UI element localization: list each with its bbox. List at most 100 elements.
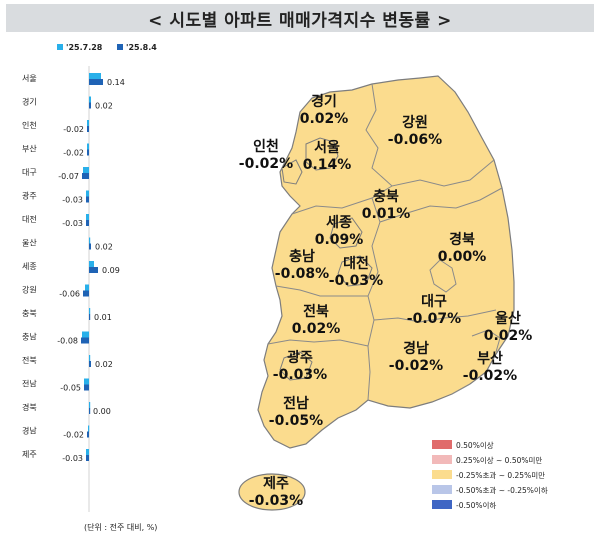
region-name-label: 인천 <box>253 138 279 155</box>
map-legend-swatch <box>432 455 452 464</box>
map-legend-label: 0.25%이상 ~ 0.50%미만 <box>456 455 542 465</box>
category-label: 울산 <box>22 238 37 248</box>
bar-value-label: 0.14 <box>107 78 125 87</box>
bar-curr <box>81 337 89 344</box>
map-labels: 경기0.02% 강원-0.06%인천-0.02%서울0.14%충북0.01%세종0… <box>239 93 532 509</box>
region-value-label: 0.01% <box>362 206 411 222</box>
bar-prev <box>86 449 89 455</box>
bar-value-label: -0.02 <box>63 431 84 440</box>
bar-prev <box>83 167 89 173</box>
map-legend-swatch <box>432 485 452 494</box>
bar-prev <box>89 355 91 361</box>
region-name-label: 전북 <box>303 303 329 320</box>
region-name-label: 세종 <box>326 215 352 231</box>
bar-prev <box>86 190 89 197</box>
bar-curr <box>87 149 89 156</box>
region-value-label: -0.02% <box>239 156 293 172</box>
region-name-label: 광주 <box>287 349 313 366</box>
region-name-label: 부산 <box>477 350 503 367</box>
region-value-label: 0.00% <box>438 249 487 265</box>
bar-value-label: -0.02 <box>63 125 84 134</box>
bar-value-label: 0.02 <box>95 102 113 111</box>
category-label: 전남 <box>22 379 37 389</box>
bar-prev <box>84 378 89 385</box>
bar-curr <box>89 267 98 273</box>
bar-curr <box>89 408 91 414</box>
daejeon-outline <box>337 255 373 287</box>
bar-value-label: -0.06 <box>59 290 80 299</box>
bar-value-label: 0.00 <box>93 407 111 416</box>
bar-value-label: 0.01 <box>94 313 112 322</box>
region-value-label: -0.06% <box>388 132 442 148</box>
seoul-outline <box>305 137 339 171</box>
category-label: 강원 <box>22 285 37 295</box>
map-legend-swatch <box>432 470 452 479</box>
region-name-label: 경남 <box>403 340 429 357</box>
bar-legend: '25.7.28 '25.8.4 <box>57 43 157 52</box>
bar-chart: 서울 0.14 경기 0.02 인천 -0.02 부산 -0.02 대구 -0.07 광주 -0.03… <box>22 66 125 512</box>
category-label: 인천 <box>22 120 37 130</box>
region-value-label: -0.07% <box>407 311 461 327</box>
bar-prev <box>89 96 91 103</box>
region-name-label: 충남 <box>289 248 315 265</box>
korea-map: 경기0.02% 강원-0.06%인천-0.02%서울0.14%충북0.01%세종0… <box>238 75 532 511</box>
category-label: 경남 <box>22 426 37 436</box>
bar-prev <box>87 120 89 126</box>
region-name-label: 충북 <box>373 189 399 205</box>
bar-value-label: -0.03 <box>62 454 83 463</box>
bar-value-label: 0.09 <box>102 266 120 275</box>
bar-prev <box>87 143 89 150</box>
category-label: 충북 <box>22 309 37 318</box>
bar-value-label: -0.03 <box>62 219 83 228</box>
category-label: 세종 <box>22 262 37 271</box>
bar-curr <box>87 431 89 438</box>
incheon-outline <box>281 159 303 185</box>
map-legend: 0.50%이상 0.25%이상 ~ 0.50%미만 -0.25%초과 ~ 0.25%… <box>432 440 548 510</box>
category-label: 전북 <box>22 355 37 365</box>
bar-value-label: 0.02 <box>95 360 113 369</box>
bar-prev <box>88 425 90 432</box>
legend-swatch-curr <box>117 44 123 50</box>
region-name-label: 강원 <box>402 114 428 131</box>
region-name-label: 울산 <box>495 310 521 327</box>
bar-prev <box>89 237 91 244</box>
map-legend-label: -0.25%초과 ~ 0.25%미만 <box>456 471 545 480</box>
legend-swatch-prev <box>57 44 63 50</box>
category-label: 경북 <box>22 402 37 412</box>
region-value-label: 0.02% <box>292 321 341 337</box>
bar-prev <box>82 331 89 338</box>
footnote: (단위 : 전주 대비, %) <box>84 523 158 532</box>
province-borders <box>267 83 503 401</box>
sejong-outline <box>329 217 363 249</box>
region-value-label: 0.14% <box>303 157 352 173</box>
bar-curr <box>86 220 89 226</box>
bar-curr <box>89 314 91 320</box>
region-name-label: 전남 <box>283 395 309 412</box>
category-label: 광주 <box>22 191 37 201</box>
region-value-label: -0.03% <box>273 367 327 383</box>
legend-label-prev: '25.7.28 <box>66 43 103 52</box>
bar-curr <box>89 361 91 367</box>
map-legend-label: 0.50%이상 <box>456 440 494 450</box>
bar-prev <box>86 214 89 220</box>
category-label: 서울 <box>22 74 37 83</box>
bar-curr <box>82 173 89 179</box>
category-label: 제주 <box>22 450 37 459</box>
region-value-label: -0.02% <box>463 368 517 384</box>
region-value-label: 0.02% <box>484 328 533 344</box>
bar-curr <box>86 455 89 461</box>
bar-value-label: -0.05 <box>60 384 81 393</box>
map-legend-swatch <box>432 440 452 449</box>
region-value-label: 0.02% <box>300 111 349 127</box>
category-label: 대전 <box>22 214 37 224</box>
region-name-label: 대전 <box>343 255 369 272</box>
map-legend-label: -0.50%초과 ~ -0.25%이하 <box>456 485 548 495</box>
bar-value-label: -0.08 <box>57 337 78 346</box>
category-label: 부산 <box>22 144 37 154</box>
region-value-label: -0.05% <box>269 413 323 429</box>
bar-prev <box>89 73 101 79</box>
category-label: 대구 <box>22 168 37 177</box>
region-value-label: -0.03% <box>249 493 303 509</box>
category-label: 경기 <box>22 97 37 107</box>
